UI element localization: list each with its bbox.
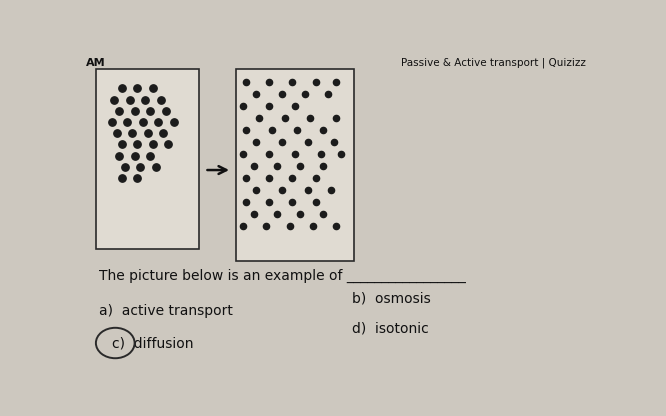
Point (240, 126, 251, 133)
Point (163, 141, 174, 148)
Point (114, 152, 125, 159)
Point (308, 223, 318, 230)
Point (248, 163, 259, 170)
Point (132, 175, 143, 181)
Point (143, 130, 153, 136)
Point (290, 151, 300, 157)
Point (272, 163, 282, 170)
Point (331, 79, 342, 85)
Point (287, 79, 298, 85)
Point (290, 103, 300, 109)
Text: The picture below is an example of _________________: The picture below is an example of _____… (99, 269, 466, 283)
Point (153, 119, 163, 125)
Point (132, 85, 143, 92)
Point (251, 139, 262, 146)
Text: a)  active transport: a) active transport (99, 304, 232, 318)
Point (251, 187, 262, 193)
Point (125, 96, 135, 103)
Point (137, 119, 148, 125)
Point (331, 223, 342, 230)
Text: Passive & Active transport | Quizizz: Passive & Active transport | Quizizz (401, 58, 585, 68)
Text: b)  osmosis: b) osmosis (352, 291, 430, 305)
Point (316, 151, 326, 157)
Point (119, 163, 130, 170)
Text: AM: AM (86, 58, 105, 68)
Point (114, 107, 125, 114)
Point (129, 107, 141, 114)
Bar (236, 69, 354, 261)
Point (264, 103, 274, 109)
Point (129, 152, 141, 159)
Point (310, 79, 321, 85)
Point (132, 141, 143, 148)
Point (266, 126, 277, 133)
Point (331, 114, 342, 121)
Point (294, 163, 305, 170)
Point (253, 114, 264, 121)
Point (161, 107, 171, 114)
Point (318, 163, 328, 170)
Point (328, 139, 339, 146)
Point (264, 79, 274, 85)
Point (155, 96, 166, 103)
Point (300, 91, 310, 97)
Point (323, 91, 334, 97)
Point (276, 91, 287, 97)
Point (292, 126, 303, 133)
Point (302, 139, 313, 146)
Point (238, 223, 248, 230)
Text: d)  isotonic: d) isotonic (352, 322, 428, 336)
Point (276, 139, 287, 146)
Point (318, 210, 328, 217)
Point (326, 187, 336, 193)
Point (238, 151, 248, 157)
Point (279, 114, 290, 121)
Point (240, 199, 251, 206)
Point (248, 210, 259, 217)
Point (251, 91, 262, 97)
Point (117, 175, 127, 181)
Point (117, 85, 127, 92)
Point (158, 130, 168, 136)
Point (310, 199, 321, 206)
Point (336, 151, 346, 157)
Point (127, 130, 138, 136)
Point (294, 210, 305, 217)
Point (148, 85, 159, 92)
Text: c)  diffusion: c) diffusion (112, 336, 193, 350)
Point (272, 210, 282, 217)
Point (276, 187, 287, 193)
Point (261, 223, 272, 230)
Point (264, 175, 274, 181)
Point (122, 119, 133, 125)
Point (151, 163, 161, 170)
Point (168, 119, 179, 125)
Point (148, 141, 159, 148)
Point (109, 96, 120, 103)
Point (145, 107, 156, 114)
Point (111, 130, 122, 136)
Point (107, 119, 117, 125)
Point (145, 152, 156, 159)
Point (135, 163, 145, 170)
Point (264, 199, 274, 206)
Point (318, 126, 328, 133)
Point (284, 223, 295, 230)
Point (238, 103, 248, 109)
Point (117, 141, 127, 148)
Point (287, 199, 298, 206)
Point (287, 175, 298, 181)
Point (264, 151, 274, 157)
Point (240, 79, 251, 85)
Point (302, 187, 313, 193)
Point (240, 175, 251, 181)
Bar (96, 69, 199, 248)
Point (310, 175, 321, 181)
Point (305, 114, 316, 121)
Point (140, 96, 151, 103)
